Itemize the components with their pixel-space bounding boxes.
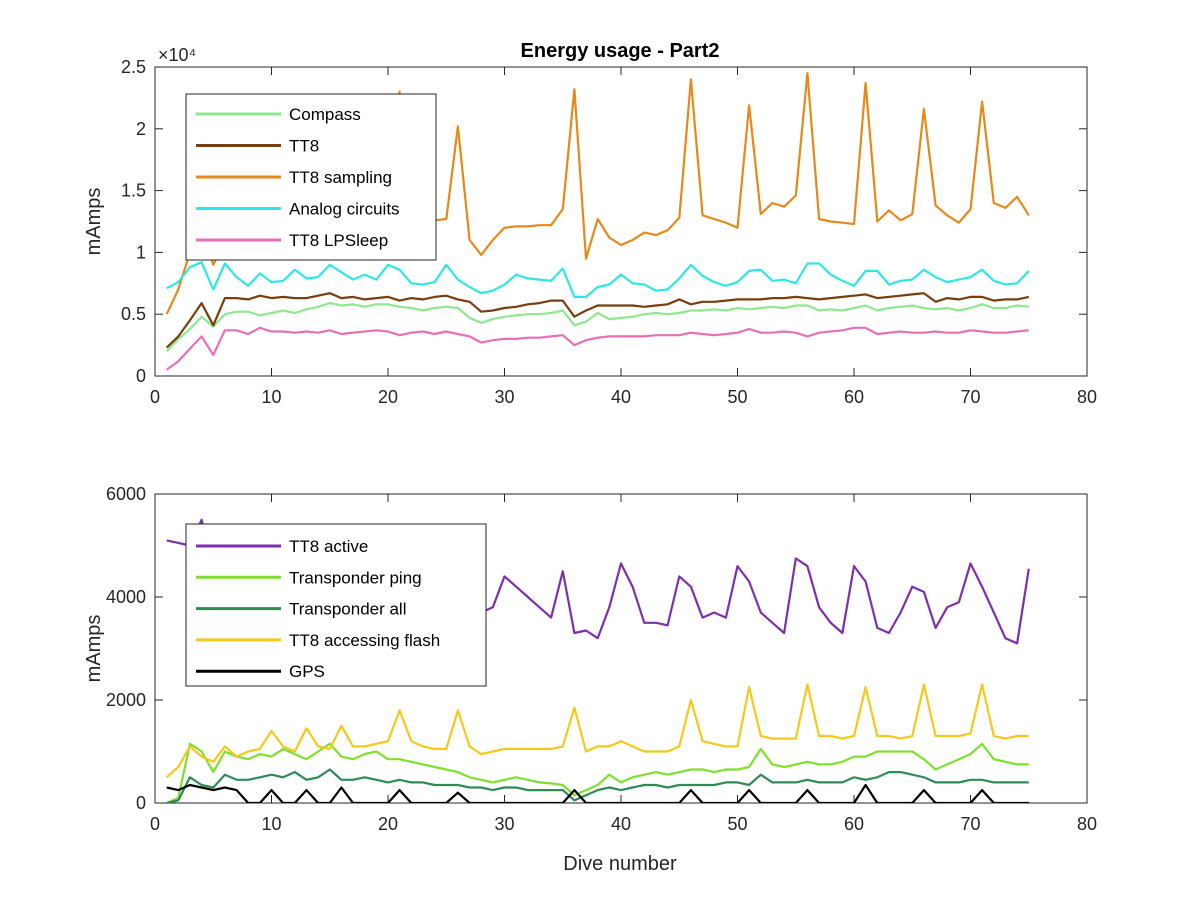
x-tick-label: 80	[1077, 387, 1097, 407]
x-tick-label: 70	[960, 814, 980, 834]
series-line-transponder-ping	[166, 742, 1029, 803]
chart-title: Energy usage - Part2	[521, 40, 720, 62]
legend-label-tt8-sampling: TT8 sampling	[289, 168, 392, 187]
y-exponent-label: ×10⁴	[158, 45, 196, 65]
x-tick-label: 60	[844, 814, 864, 834]
x-tick-label: 0	[150, 387, 160, 407]
series-line-tt8	[165, 292, 1030, 349]
y-tick-label: 2000	[106, 690, 146, 710]
x-tick-label: 0	[150, 814, 160, 834]
series-line-gps	[166, 783, 1029, 803]
x-tick-label: 50	[727, 387, 747, 407]
y-tick-label: 4000	[106, 587, 146, 607]
series-line-compass	[165, 302, 1029, 353]
legend: Compass TT8 TT8 sampling Analog circuits TT8…	[185, 93, 437, 261]
x-tick-label: 30	[494, 814, 514, 834]
legend-label-tt8-accessing-flash: TT8 accessing flash	[289, 631, 440, 650]
top-subplot: 0 10 20 30 40 50 60 70 80 0 0.5 1 1.5 2 2.5 ×10⁴ mAmps Co…	[83, 45, 1097, 407]
y-tick-label: 0.5	[121, 304, 146, 324]
x-tick-label: 10	[261, 387, 281, 407]
y-tick-label: 1.5	[121, 181, 146, 201]
legend-label-analog-circuits: Analog circuits	[289, 200, 400, 219]
legend-label-tt8: TT8	[289, 137, 319, 156]
y-tick-label: 2.5	[121, 57, 146, 77]
x-tick-label: 50	[727, 814, 747, 834]
y-tick-label: 2	[136, 119, 146, 139]
legend-label-transponder-ping: Transponder ping	[289, 568, 422, 587]
x-tick-label: 20	[378, 814, 398, 834]
y-tick-label: 0	[136, 366, 146, 386]
legend: TT8 active Transponder ping Transponder al…	[185, 523, 487, 687]
legend-label-tt8-active: TT8 active	[289, 537, 368, 556]
x-tick-label: 80	[1077, 814, 1097, 834]
y-axis-label: mAmps	[83, 188, 105, 256]
x-tick-label: 30	[494, 387, 514, 407]
x-axis-label: Dive number	[563, 853, 677, 875]
bottom-subplot: 0 10 20 30 40 50 60 70 80 0 2000 4000 6000 mAmps TT8 a…	[83, 484, 1097, 834]
series-line-tt8-accessing-flash	[165, 683, 1029, 779]
legend-label-compass: Compass	[289, 105, 361, 124]
legend-label-gps: GPS	[289, 662, 325, 681]
series-line-analog-circuits	[166, 261, 1030, 298]
y-axis-label: mAmps	[83, 615, 105, 683]
x-tick-label: 70	[960, 387, 980, 407]
y-tick-label: 1	[136, 242, 146, 262]
legend-label-tt8-lpsleep: TT8 LPSleep	[289, 231, 388, 250]
legend-box	[185, 523, 487, 687]
x-tick-label: 10	[261, 814, 281, 834]
x-tick-label: 60	[844, 387, 864, 407]
x-tick-label: 40	[611, 387, 631, 407]
series-line-transponder-all	[166, 768, 1029, 803]
x-tick-label: 40	[611, 814, 631, 834]
y-tick-label: 0	[136, 793, 146, 813]
y-tick-label: 6000	[106, 484, 146, 504]
series-line-tt8-lpsleep	[166, 326, 1029, 371]
x-tick-label: 20	[378, 387, 398, 407]
legend-label-transponder-all: Transponder all	[289, 600, 407, 619]
